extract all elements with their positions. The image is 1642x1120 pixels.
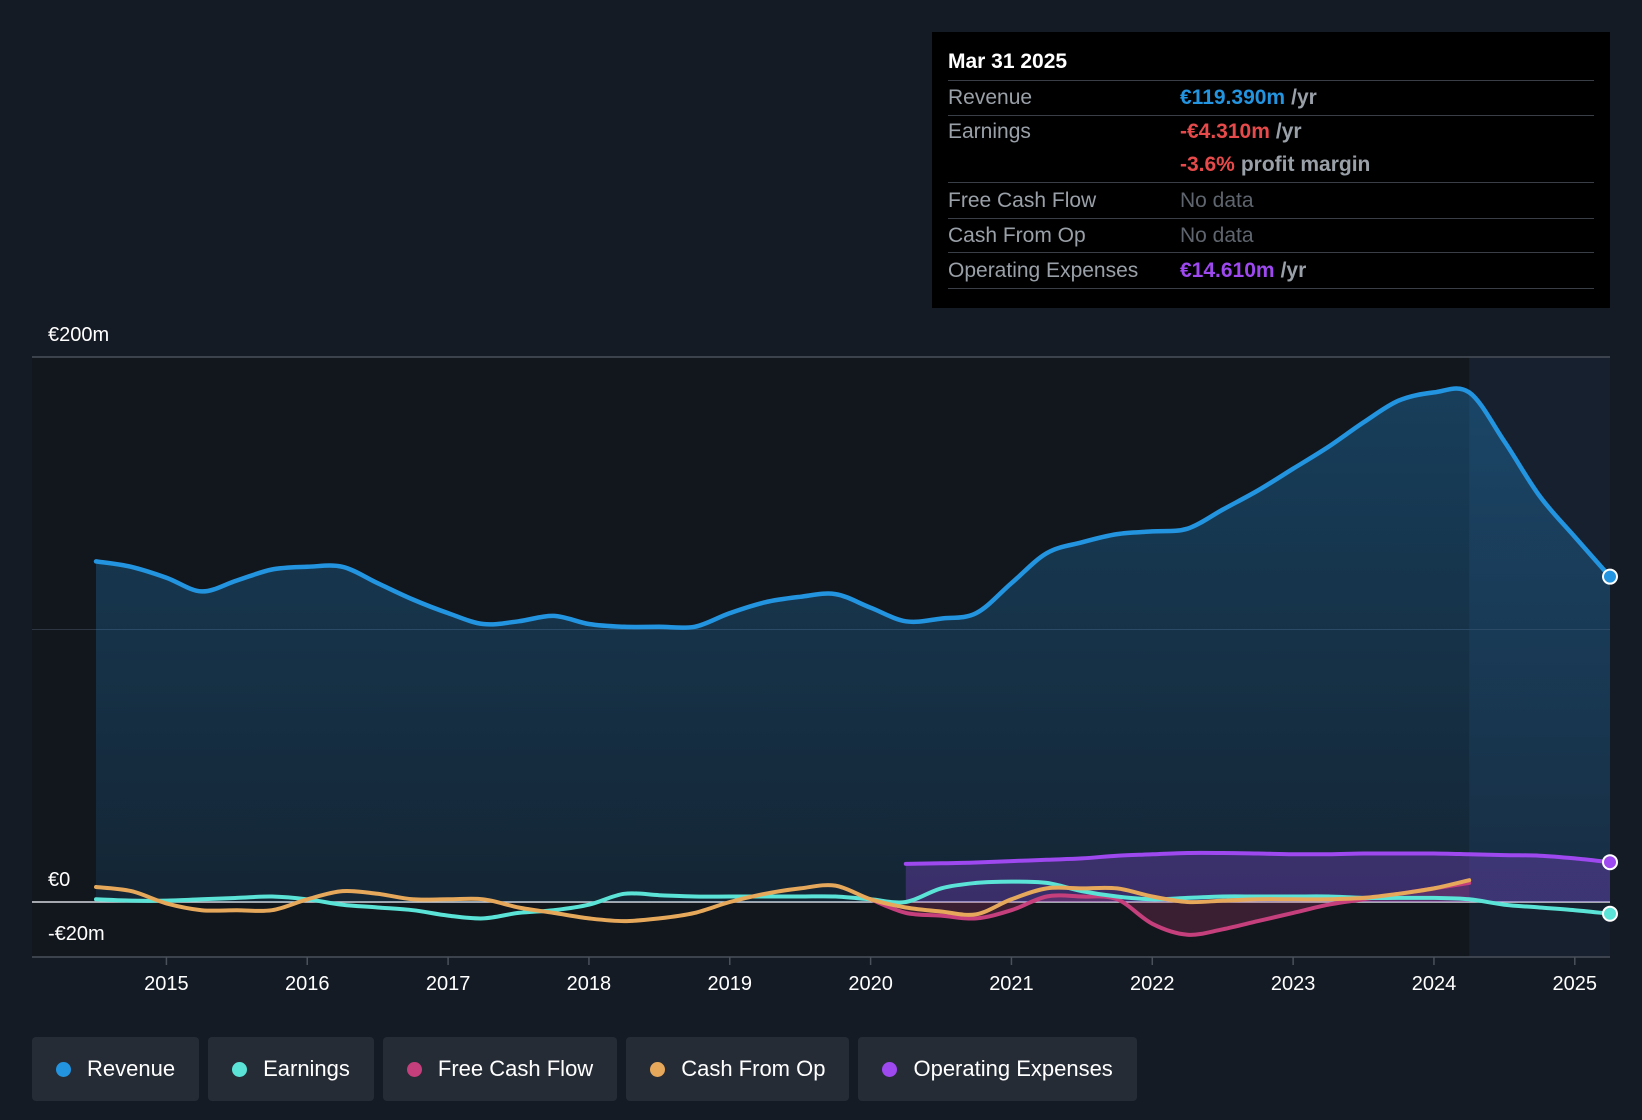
tooltip-earnings-label: Earnings <box>948 120 1031 143</box>
free-cash-flow-dot-icon <box>406 1061 422 1077</box>
legend-label-operating-expenses: Operating Expenses <box>913 1056 1113 1081</box>
operating-expenses-line <box>903 850 1612 866</box>
tooltip-fcf-value: No data <box>1180 188 1254 212</box>
tooltip-row-margin: -3.6% profit margin <box>948 148 1594 183</box>
y-label-0: €0 <box>48 869 70 891</box>
x-tick-label-2021: 2021 <box>989 973 1034 995</box>
x-tick-label-2019: 2019 <box>708 973 753 995</box>
tooltip-row-opex: Operating Expenses €14.610m /yr <box>948 253 1594 289</box>
tooltip-earnings-unit: /yr <box>1275 120 1302 143</box>
tooltip-margin-text: profit margin <box>1240 153 1371 176</box>
x-tick-label-2020: 2020 <box>848 973 893 995</box>
x-tick-label-2018: 2018 <box>567 973 612 995</box>
x-tick-label-2022: 2022 <box>1130 973 1175 995</box>
tooltip-opex-label: Operating Expenses <box>948 258 1139 282</box>
legend-label-earnings: Earnings <box>263 1056 350 1081</box>
legend-label-free-cash-flow: Free Cash Flow <box>437 1056 594 1081</box>
marker-layer <box>1602 568 1618 922</box>
tooltip-opex-value: €14.610m <box>1180 258 1275 282</box>
x-tick-label-2016: 2016 <box>285 973 330 995</box>
tooltip-row-cfo: Cash From Op No data <box>948 219 1594 253</box>
legend-item-revenue[interactable]: Revenue <box>32 1037 200 1101</box>
operating-expenses-end-point <box>1602 854 1618 871</box>
line-layer <box>93 386 1613 937</box>
cash-from-op-line <box>94 878 1472 924</box>
tooltip-margin-value: -3.6% <box>1180 153 1235 176</box>
tooltip-opex-unit: /yr <box>1280 258 1307 282</box>
legend-label-revenue: Revenue <box>87 1056 176 1081</box>
legend-item-operating-expenses[interactable]: Operating Expenses <box>858 1037 1137 1101</box>
cash-from-op-dot-icon <box>650 1061 666 1077</box>
operating-expenses-dot-icon <box>882 1061 898 1077</box>
tooltip-row-earnings: Earnings -€4.310m /yr <box>948 116 1594 148</box>
earnings-end-point <box>1602 905 1618 922</box>
x-tick-label-2025: 2025 <box>1553 973 1598 995</box>
tooltip-panel: Mar 31 2025 Revenue €119.390m /yr Earnin… <box>932 32 1610 308</box>
x-tick-label-2024: 2024 <box>1412 973 1457 995</box>
x-tick-label-2017: 2017 <box>426 973 471 995</box>
tooltip-cfo-value: No data <box>1180 223 1254 247</box>
revenue-area <box>96 388 1610 903</box>
tooltip-fcf-label: Free Cash Flow <box>948 188 1097 212</box>
y-label--20: -€20m <box>48 923 105 945</box>
tooltip-revenue-value: €119.390m <box>1180 86 1286 109</box>
revenue-dot-icon <box>56 1061 71 1077</box>
tooltip-cfo-label: Cash From Op <box>948 223 1086 247</box>
legend-item-free-cash-flow[interactable]: Free Cash Flow <box>382 1037 618 1101</box>
legend-label-cash-from-op: Cash From Op <box>681 1056 826 1081</box>
free-cash-flow-area <box>870 882 1470 935</box>
legend-item-earnings[interactable]: Earnings <box>208 1037 374 1101</box>
tooltip-earnings-value: -€4.310m <box>1180 120 1270 143</box>
y-label-200: €200m <box>48 324 109 346</box>
earnings-dot-icon <box>232 1061 248 1077</box>
legend: Revenue Earnings Free Cash Flow Cash Fro… <box>32 1037 1137 1101</box>
tooltip-row-revenue: Revenue €119.390m /yr <box>948 81 1594 116</box>
y-axis-labels: €200m €0 -€20m <box>48 324 109 945</box>
tooltip-row-fcf: Free Cash Flow No data <box>948 183 1594 219</box>
tooltip-revenue-unit: /yr <box>1291 86 1317 109</box>
revenue-end-point <box>1602 568 1618 585</box>
tooltip-date: Mar 31 2025 <box>948 44 1594 81</box>
x-axis-ticks: 2015 2016 2017 2018 2019 2020 2021 2022 2023 2024… <box>144 957 1597 995</box>
tooltip-revenue-label: Revenue <box>948 86 1033 109</box>
x-tick-label-2015: 2015 <box>144 973 189 995</box>
legend-item-cash-from-op[interactable]: Cash From Op <box>626 1037 850 1101</box>
revenue-line <box>93 386 1613 631</box>
x-tick-label-2023: 2023 <box>1271 973 1316 995</box>
